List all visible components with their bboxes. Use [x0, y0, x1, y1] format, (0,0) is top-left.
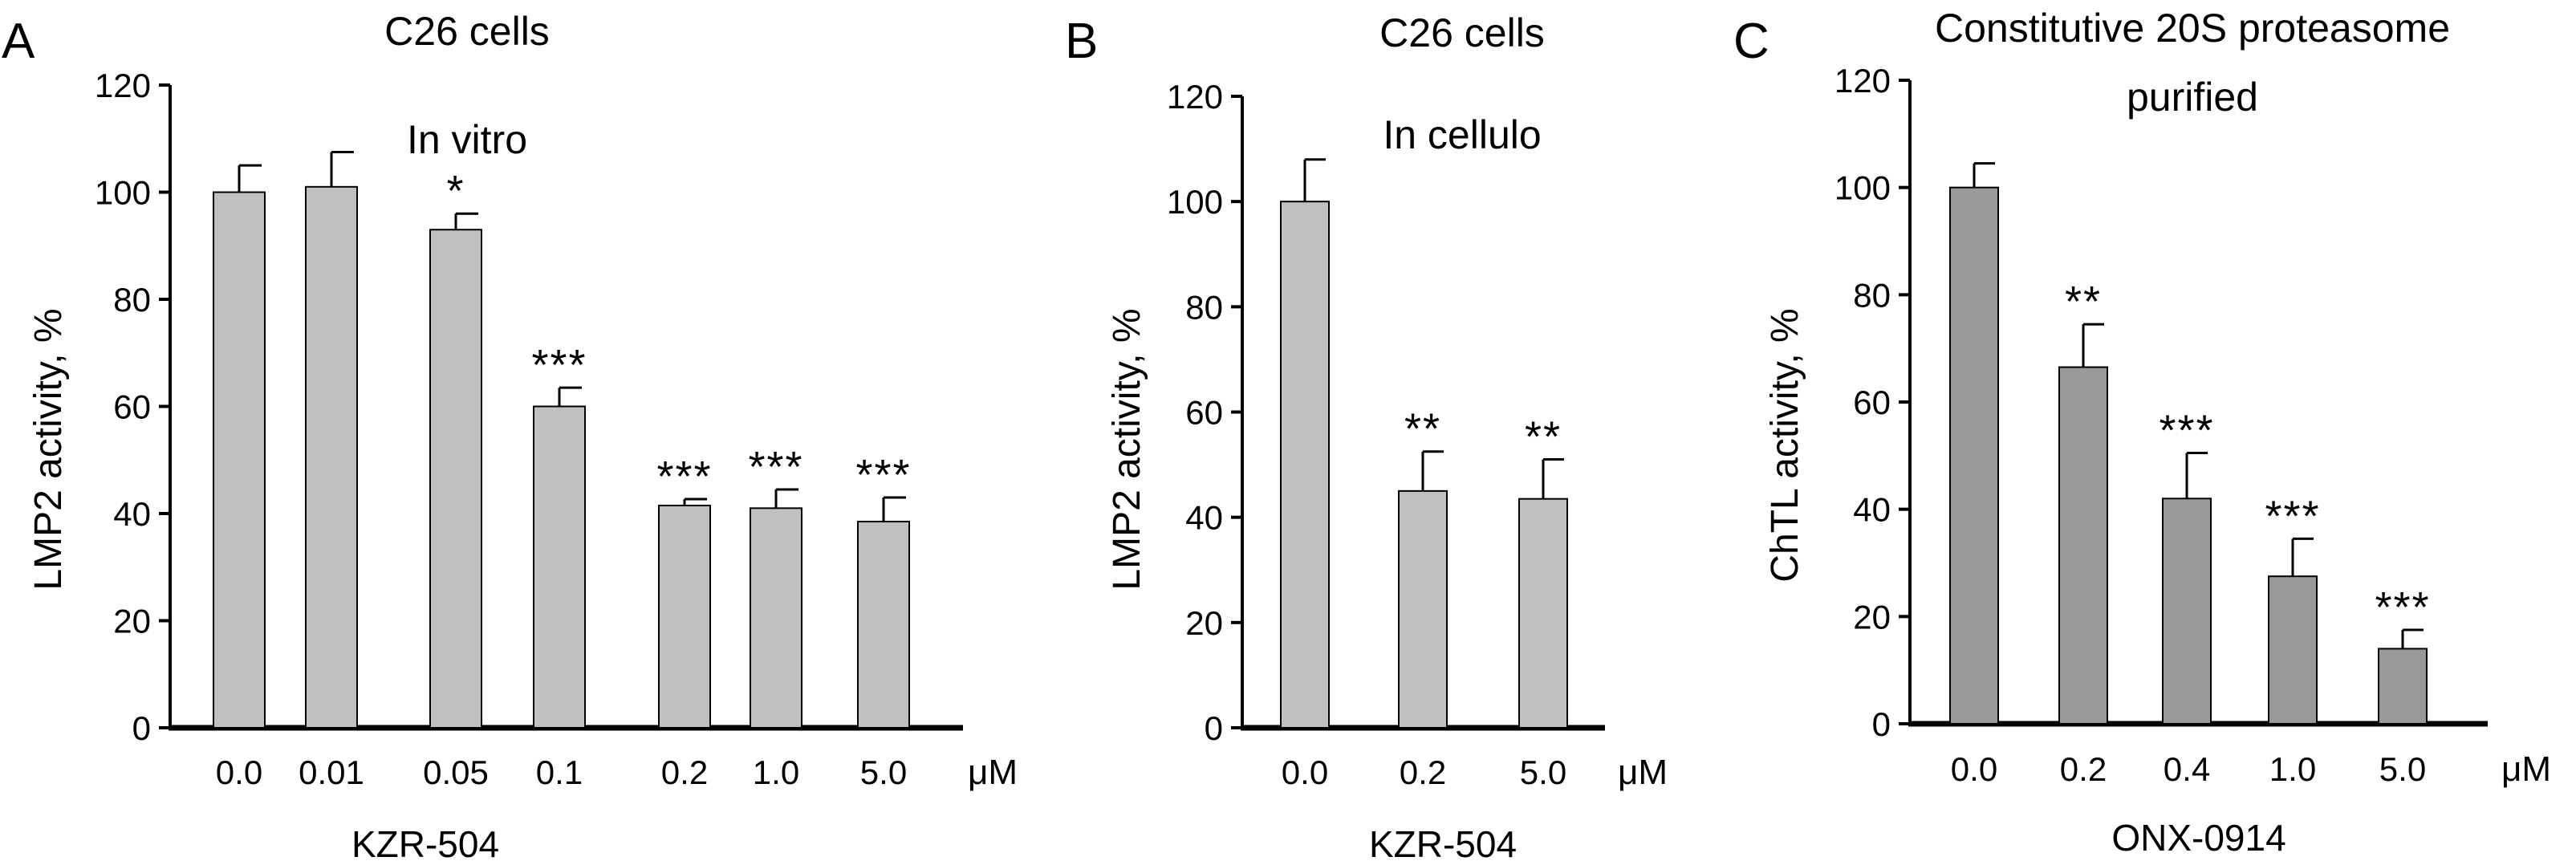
- panel-c: C Constitutive 20S proteasome purified C…: [1733, 6, 2551, 859]
- panel-b-ylabel: LMP2 activity, %: [1106, 308, 1148, 590]
- panel-c-title: Constitutive 20S proteasome: [1935, 6, 2450, 51]
- significance-label: ***: [2159, 406, 2214, 454]
- significance-label: ***: [531, 341, 587, 389]
- panel-a-bars: 0.0 0.01 * 0.05 *** 0.1 *** 0.2 *** 1.0 *** 5.0: [213, 150, 911, 791]
- y-tick-label: 40: [1853, 491, 1891, 529]
- significance-label: **: [2065, 278, 2102, 326]
- significance-label: ***: [855, 451, 911, 499]
- bar: [2162, 497, 2212, 725]
- panel-a-letter: A: [2, 14, 35, 69]
- y-tick-label: 0: [1205, 709, 1223, 747]
- panel-b-y-ticks: 0 20 40 60 80 100 120: [1167, 78, 1242, 747]
- panel-a: A C26 cells In vitro LMP2 activity, % KZ…: [2, 9, 1018, 865]
- category-label: 0.01: [299, 753, 364, 791]
- panel-b-bars: 0.0 ** 0.2 ** 5.0: [1280, 158, 1568, 791]
- panel-a-title: C26 cells: [384, 9, 550, 54]
- bar: [1518, 497, 1568, 729]
- bar: [857, 521, 910, 729]
- y-tick-label: 40: [113, 495, 151, 533]
- category-label: 5.0: [2379, 750, 2426, 788]
- significance-label: ***: [2375, 583, 2430, 631]
- panel-c-unit: μM: [2501, 749, 2551, 789]
- panel-b-xlabel: KZR-504: [1369, 823, 1517, 865]
- category-label: 0.05: [423, 753, 489, 791]
- panel-a-y-ticks: 0 20 40 60 80 100 120: [95, 67, 170, 747]
- y-tick-label: 100: [1834, 169, 1891, 207]
- category-label: 5.0: [1520, 753, 1566, 791]
- panel-b-subtitle: In cellulo: [1383, 112, 1541, 157]
- y-tick-label: 20: [1185, 604, 1223, 642]
- y-tick-label: 100: [95, 174, 151, 212]
- category-label: 0.2: [2060, 750, 2107, 788]
- panel-a-xlabel: KZR-504: [351, 823, 499, 865]
- bar: [429, 229, 482, 729]
- panel-c-y-ticks: 0 20 40 60 80 100 120: [1834, 62, 1910, 743]
- panel-c-ylabel: ChTL activity, %: [1764, 308, 1806, 582]
- significance-label: *: [446, 167, 465, 215]
- bar: [750, 507, 802, 729]
- category-label: 1.0: [2269, 750, 2316, 788]
- category-label: 0.4: [2164, 750, 2210, 788]
- significance-label: **: [1404, 405, 1441, 453]
- y-tick-label: 80: [113, 281, 151, 319]
- bar: [1949, 186, 1999, 725]
- category-label: 1.0: [753, 753, 799, 791]
- y-tick-label: 0: [1872, 705, 1891, 743]
- category-label: 0.2: [661, 753, 708, 791]
- y-tick-label: 60: [1853, 384, 1891, 421]
- y-tick-label: 80: [1853, 276, 1891, 314]
- bar: [2378, 648, 2428, 725]
- y-tick-label: 20: [1853, 598, 1891, 636]
- significance-label: **: [1525, 413, 1562, 461]
- panel-c-letter: C: [1733, 14, 1769, 69]
- y-tick-label: 120: [95, 67, 151, 104]
- bar: [2268, 575, 2318, 725]
- panel-b-title: C26 cells: [1379, 10, 1545, 55]
- y-tick-label: 120: [1167, 78, 1223, 116]
- panel-a-subtitle: In vitro: [407, 117, 527, 162]
- category-label: 0.0: [1951, 750, 1997, 788]
- y-tick-label: 80: [1185, 288, 1223, 326]
- category-label: 5.0: [860, 753, 907, 791]
- y-tick-label: 40: [1185, 499, 1223, 537]
- panel-c-subtitle: purified: [2127, 75, 2258, 120]
- significance-label: ***: [656, 453, 712, 501]
- significance-label: ***: [2265, 492, 2320, 540]
- panel-b-letter: B: [1065, 14, 1098, 69]
- y-tick-label: 120: [1834, 62, 1891, 99]
- bar: [658, 504, 711, 729]
- bar: [305, 185, 358, 729]
- y-tick-label: 100: [1167, 183, 1223, 221]
- category-label: 0.0: [1282, 753, 1328, 791]
- bar: [1398, 489, 1448, 729]
- category-label: 0.0: [216, 753, 262, 791]
- bar: [2058, 366, 2108, 725]
- y-tick-label: 0: [132, 709, 151, 747]
- panel-a-ylabel: LMP2 activity, %: [27, 308, 70, 590]
- bar: [533, 405, 586, 729]
- panel-c-bars: 0.0 ** 0.2 *** 0.4 *** 1.0 *** 5.0: [1949, 162, 2430, 788]
- panel-a-unit: μM: [968, 753, 1018, 792]
- bar: [213, 191, 266, 729]
- y-tick-label: 60: [1185, 394, 1223, 432]
- significance-label: ***: [748, 443, 803, 491]
- panel-b-unit: μM: [1618, 753, 1668, 792]
- panel-c-xlabel: ONX-0914: [2111, 817, 2285, 859]
- y-tick-label: 60: [113, 388, 151, 426]
- y-tick-label: 20: [113, 603, 151, 640]
- panel-b: B C26 cells In cellulo LMP2 activity, % …: [1065, 10, 1668, 865]
- category-label: 0.2: [1400, 753, 1446, 791]
- bar: [1280, 201, 1330, 729]
- category-label: 0.1: [536, 753, 583, 791]
